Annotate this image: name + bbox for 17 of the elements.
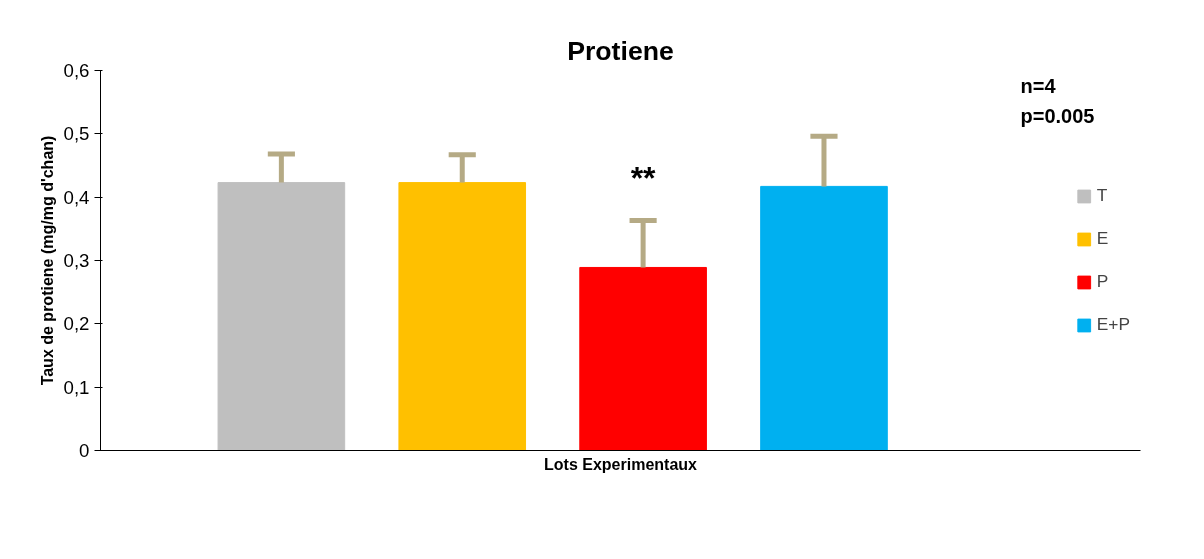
legend-label: P [1096,271,1110,292]
annotation: ** [630,159,657,196]
legend-label: T [1096,185,1109,206]
y-tick-label: 0,4 [63,186,90,208]
legend-label: E [1096,228,1110,249]
legend-label: E+P [1096,314,1130,335]
y-tick-label: 0,6 [63,60,90,81]
y-tick-label: 0 [79,440,90,461]
annotation: n=4 [1020,74,1057,97]
y-tick-label: 0,2 [63,313,90,335]
y-tick-label: 0,5 [63,123,90,145]
x-axis-title: Lots Experimentaux [544,455,698,473]
annotation: p=0.005 [1020,104,1095,127]
y-tick-label: 0,3 [63,250,90,271]
chart-title: Protiene [567,35,674,66]
y-axis-title: Taux de protiene (mg/mg d'chan) [38,135,56,386]
y-tick-label: 0,1 [63,376,90,398]
